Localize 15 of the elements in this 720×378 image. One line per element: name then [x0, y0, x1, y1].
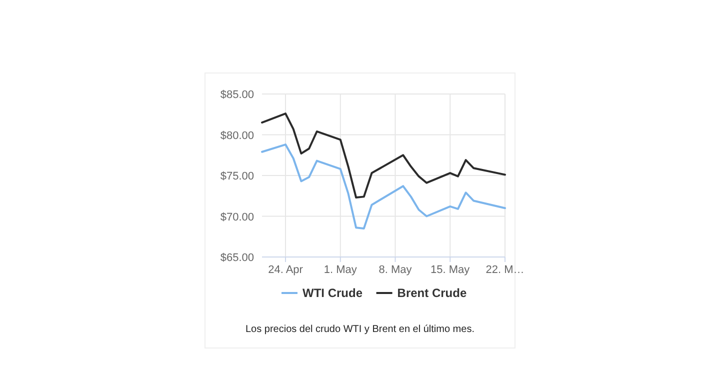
x-tick-label: 24. Apr: [268, 264, 304, 276]
legend-label: WTI Crude: [302, 286, 363, 300]
x-tick-label: 22. M…: [486, 264, 524, 276]
x-tick-label: 15. May: [430, 264, 470, 276]
line-series: [261, 144, 506, 230]
legend-label: Brent Crude: [397, 286, 467, 300]
y-tick-label: $65.00: [220, 252, 254, 264]
x-tick-label: 1. May: [324, 264, 358, 276]
y-tick-label: $70.00: [220, 211, 254, 224]
line-series: [261, 112, 506, 199]
text: Los precios del crudo WTI y Brent en el último mes.: [246, 324, 474, 335]
y-tick-label: $85.00: [220, 89, 254, 101]
y-tick-label: $75.00: [220, 170, 254, 182]
x-tick-label: 8. May: [378, 264, 412, 276]
y-tick-label: $80.00: [220, 130, 254, 142]
